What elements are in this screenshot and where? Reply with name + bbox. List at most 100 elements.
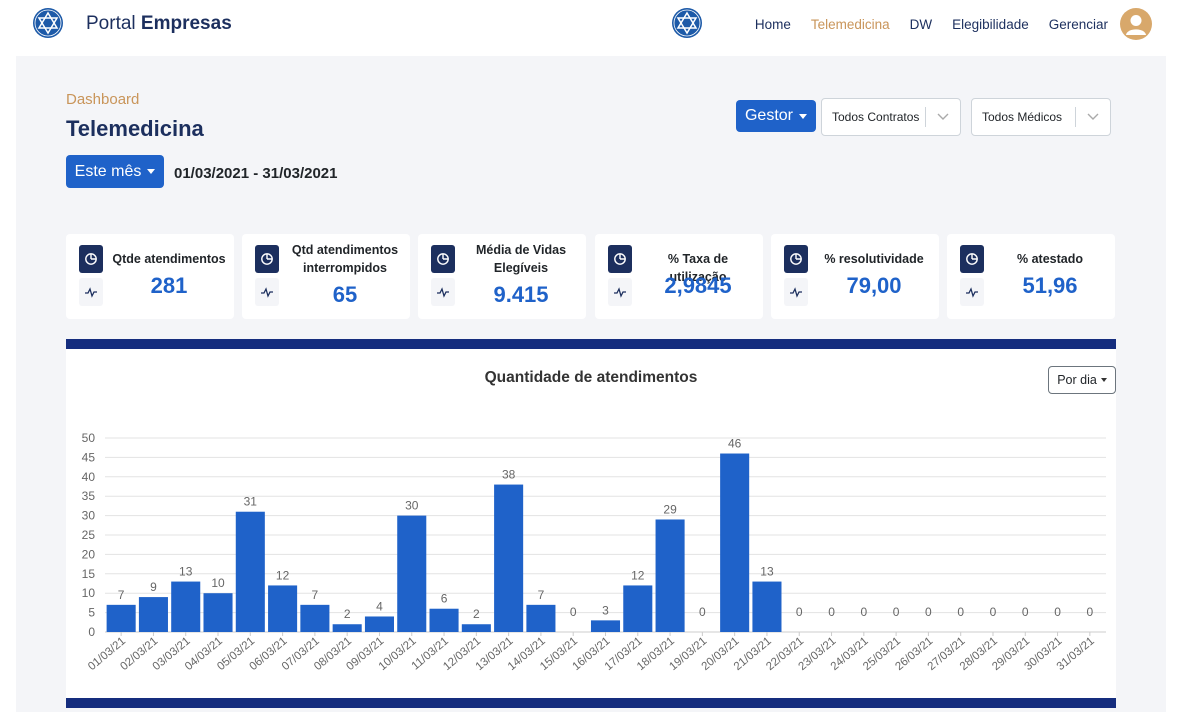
pie-chart-icon — [431, 245, 455, 273]
bar-07/03/21 — [300, 604, 330, 632]
bar-02/03/21 — [138, 597, 168, 632]
y-tick-label: 50 — [82, 431, 96, 445]
data-label-08/03/21: 2 — [344, 607, 351, 621]
pie-chart-icon — [784, 245, 808, 273]
nav-telemedicina[interactable]: Telemedicina — [810, 16, 890, 32]
breadcrumb[interactable]: Dashboard — [66, 91, 140, 108]
bar-04/03/21 — [203, 593, 233, 632]
kpi-card-atendimentos: Qtde atendimentos 281 — [66, 234, 234, 319]
data-label-26/03/21: 0 — [925, 605, 932, 619]
bar-16/03/21 — [590, 620, 621, 632]
kpi-label: % atestado — [1017, 252, 1083, 266]
pie-chart-icon — [608, 245, 632, 273]
kpi-card-vidas: Média de Vidas Elegíveis 9.415 — [418, 234, 586, 319]
nav-home[interactable]: Home — [754, 16, 791, 32]
company-logo-icon[interactable] — [32, 7, 64, 39]
bar-13/03/21 — [494, 484, 524, 632]
nav-gerenciar[interactable]: Gerenciar — [1048, 16, 1108, 32]
data-label-28/03/21: 0 — [990, 605, 997, 619]
caret-down-icon — [799, 113, 807, 119]
bar-14/03/21 — [526, 604, 556, 632]
doctors-select-value: Todos Médicos — [982, 110, 1063, 124]
y-tick-label: 0 — [88, 625, 95, 639]
data-label-19/03/21: 0 — [699, 605, 706, 619]
pie-chart-icon — [960, 245, 984, 273]
period-dropdown-button[interactable]: Este mês — [66, 155, 164, 188]
data-label-12/03/21: 2 — [473, 607, 480, 621]
y-tick-label: 35 — [82, 489, 96, 503]
y-tick-label: 20 — [82, 547, 96, 561]
data-label-07/03/21: 7 — [312, 588, 319, 602]
kpi-label: Qtd atendimentos interrompidos — [291, 243, 399, 275]
kpi-card-atestado: % atestado 51,96 — [947, 234, 1115, 319]
data-label-21/03/21: 13 — [760, 565, 774, 579]
data-label-04/03/21: 10 — [211, 576, 225, 590]
bar-10/03/21 — [397, 515, 427, 632]
y-tick-label: 30 — [82, 509, 96, 523]
data-label-02/03/21: 9 — [150, 580, 157, 594]
period-range: 01/03/2021 - 31/03/2021 — [174, 165, 338, 182]
section-divider-bottom — [66, 698, 1116, 708]
data-label-06/03/21: 12 — [276, 568, 290, 582]
nav-dw[interactable]: DW — [909, 16, 933, 32]
chevron-down-icon — [926, 113, 960, 121]
section-divider-top — [66, 339, 1116, 349]
caret-down-icon — [1100, 378, 1107, 382]
kpi-label: % resolutividade — [824, 252, 924, 266]
bar-05/03/21 — [235, 511, 265, 632]
chevron-down-icon — [1076, 113, 1110, 121]
data-label-10/03/21: 30 — [405, 499, 419, 513]
data-label-30/03/21: 0 — [1054, 605, 1061, 619]
page-title: Telemedicina — [66, 116, 204, 141]
pie-chart-icon — [79, 245, 103, 273]
role-dropdown-button[interactable]: Gestor — [736, 100, 816, 132]
y-tick-label: 15 — [82, 567, 96, 581]
main-nav: Home Telemedicina DW Elegibilidade Geren… — [735, 8, 1152, 40]
activity-icon — [784, 278, 808, 306]
dashboard-content: Dashboard Telemedicina Este mês 01/03/20… — [16, 56, 1166, 712]
data-label-29/03/21: 0 — [1022, 605, 1029, 619]
data-label-18/03/21: 29 — [663, 502, 677, 516]
kpi-value: 79,00 — [846, 273, 902, 298]
doctors-select[interactable]: Todos Médicos — [971, 98, 1111, 136]
pie-chart-icon — [255, 245, 279, 273]
activity-icon — [79, 278, 103, 306]
data-label-27/03/21: 0 — [957, 605, 964, 619]
bar-09/03/21 — [364, 616, 394, 632]
bar-11/03/21 — [429, 608, 459, 632]
kpi-card-resolutividade: % resolutividade 79,00 — [771, 234, 939, 319]
bar-17/03/21 — [623, 585, 653, 632]
data-label-22/03/21: 0 — [796, 605, 803, 619]
kpi-card-utilizacao: % Taxa de utilização 2,9845 — [595, 234, 763, 319]
y-tick-label: 5 — [88, 606, 95, 620]
y-tick-label: 10 — [82, 586, 96, 600]
select-separator — [1075, 107, 1076, 127]
data-label-01/03/21: 7 — [118, 588, 125, 602]
nav-elegibilidade[interactable]: Elegibilidade — [952, 16, 1029, 32]
contracts-select[interactable]: Todos Contratos — [821, 98, 961, 136]
data-label-11/03/21: 6 — [441, 592, 448, 606]
data-label-05/03/21: 31 — [244, 495, 258, 509]
data-label-17/03/21: 12 — [631, 568, 645, 582]
granularity-dropdown-button[interactable]: Por dia — [1048, 366, 1116, 394]
data-label-14/03/21: 7 — [538, 588, 545, 602]
y-tick-label: 25 — [82, 528, 96, 542]
bar-06/03/21 — [268, 585, 298, 632]
contracts-select-value: Todos Contratos — [832, 110, 920, 124]
attendance-bar-chart: 05101520253035404550701/03/21902/03/2113… — [82, 431, 1106, 673]
kpi-value: 51,96 — [1022, 273, 1078, 298]
activity-icon — [608, 278, 632, 306]
data-label-15/03/21: 0 — [570, 605, 577, 619]
data-label-20/03/21: 46 — [728, 437, 742, 451]
role-button-label: Gestor — [744, 107, 793, 124]
data-label-16/03/21: 3 — [602, 603, 609, 617]
avatar[interactable] — [1120, 8, 1152, 40]
kpi-value: 9.415 — [493, 282, 549, 307]
data-label-09/03/21: 4 — [376, 599, 383, 613]
period-button-label: Este mês — [74, 162, 142, 180]
brand-title[interactable]: Portal Empresas — [86, 13, 232, 35]
bar-08/03/21 — [332, 624, 362, 632]
activity-icon — [960, 278, 984, 306]
data-label-25/03/21: 0 — [893, 605, 900, 619]
brand-bold: Empresas — [140, 13, 232, 34]
